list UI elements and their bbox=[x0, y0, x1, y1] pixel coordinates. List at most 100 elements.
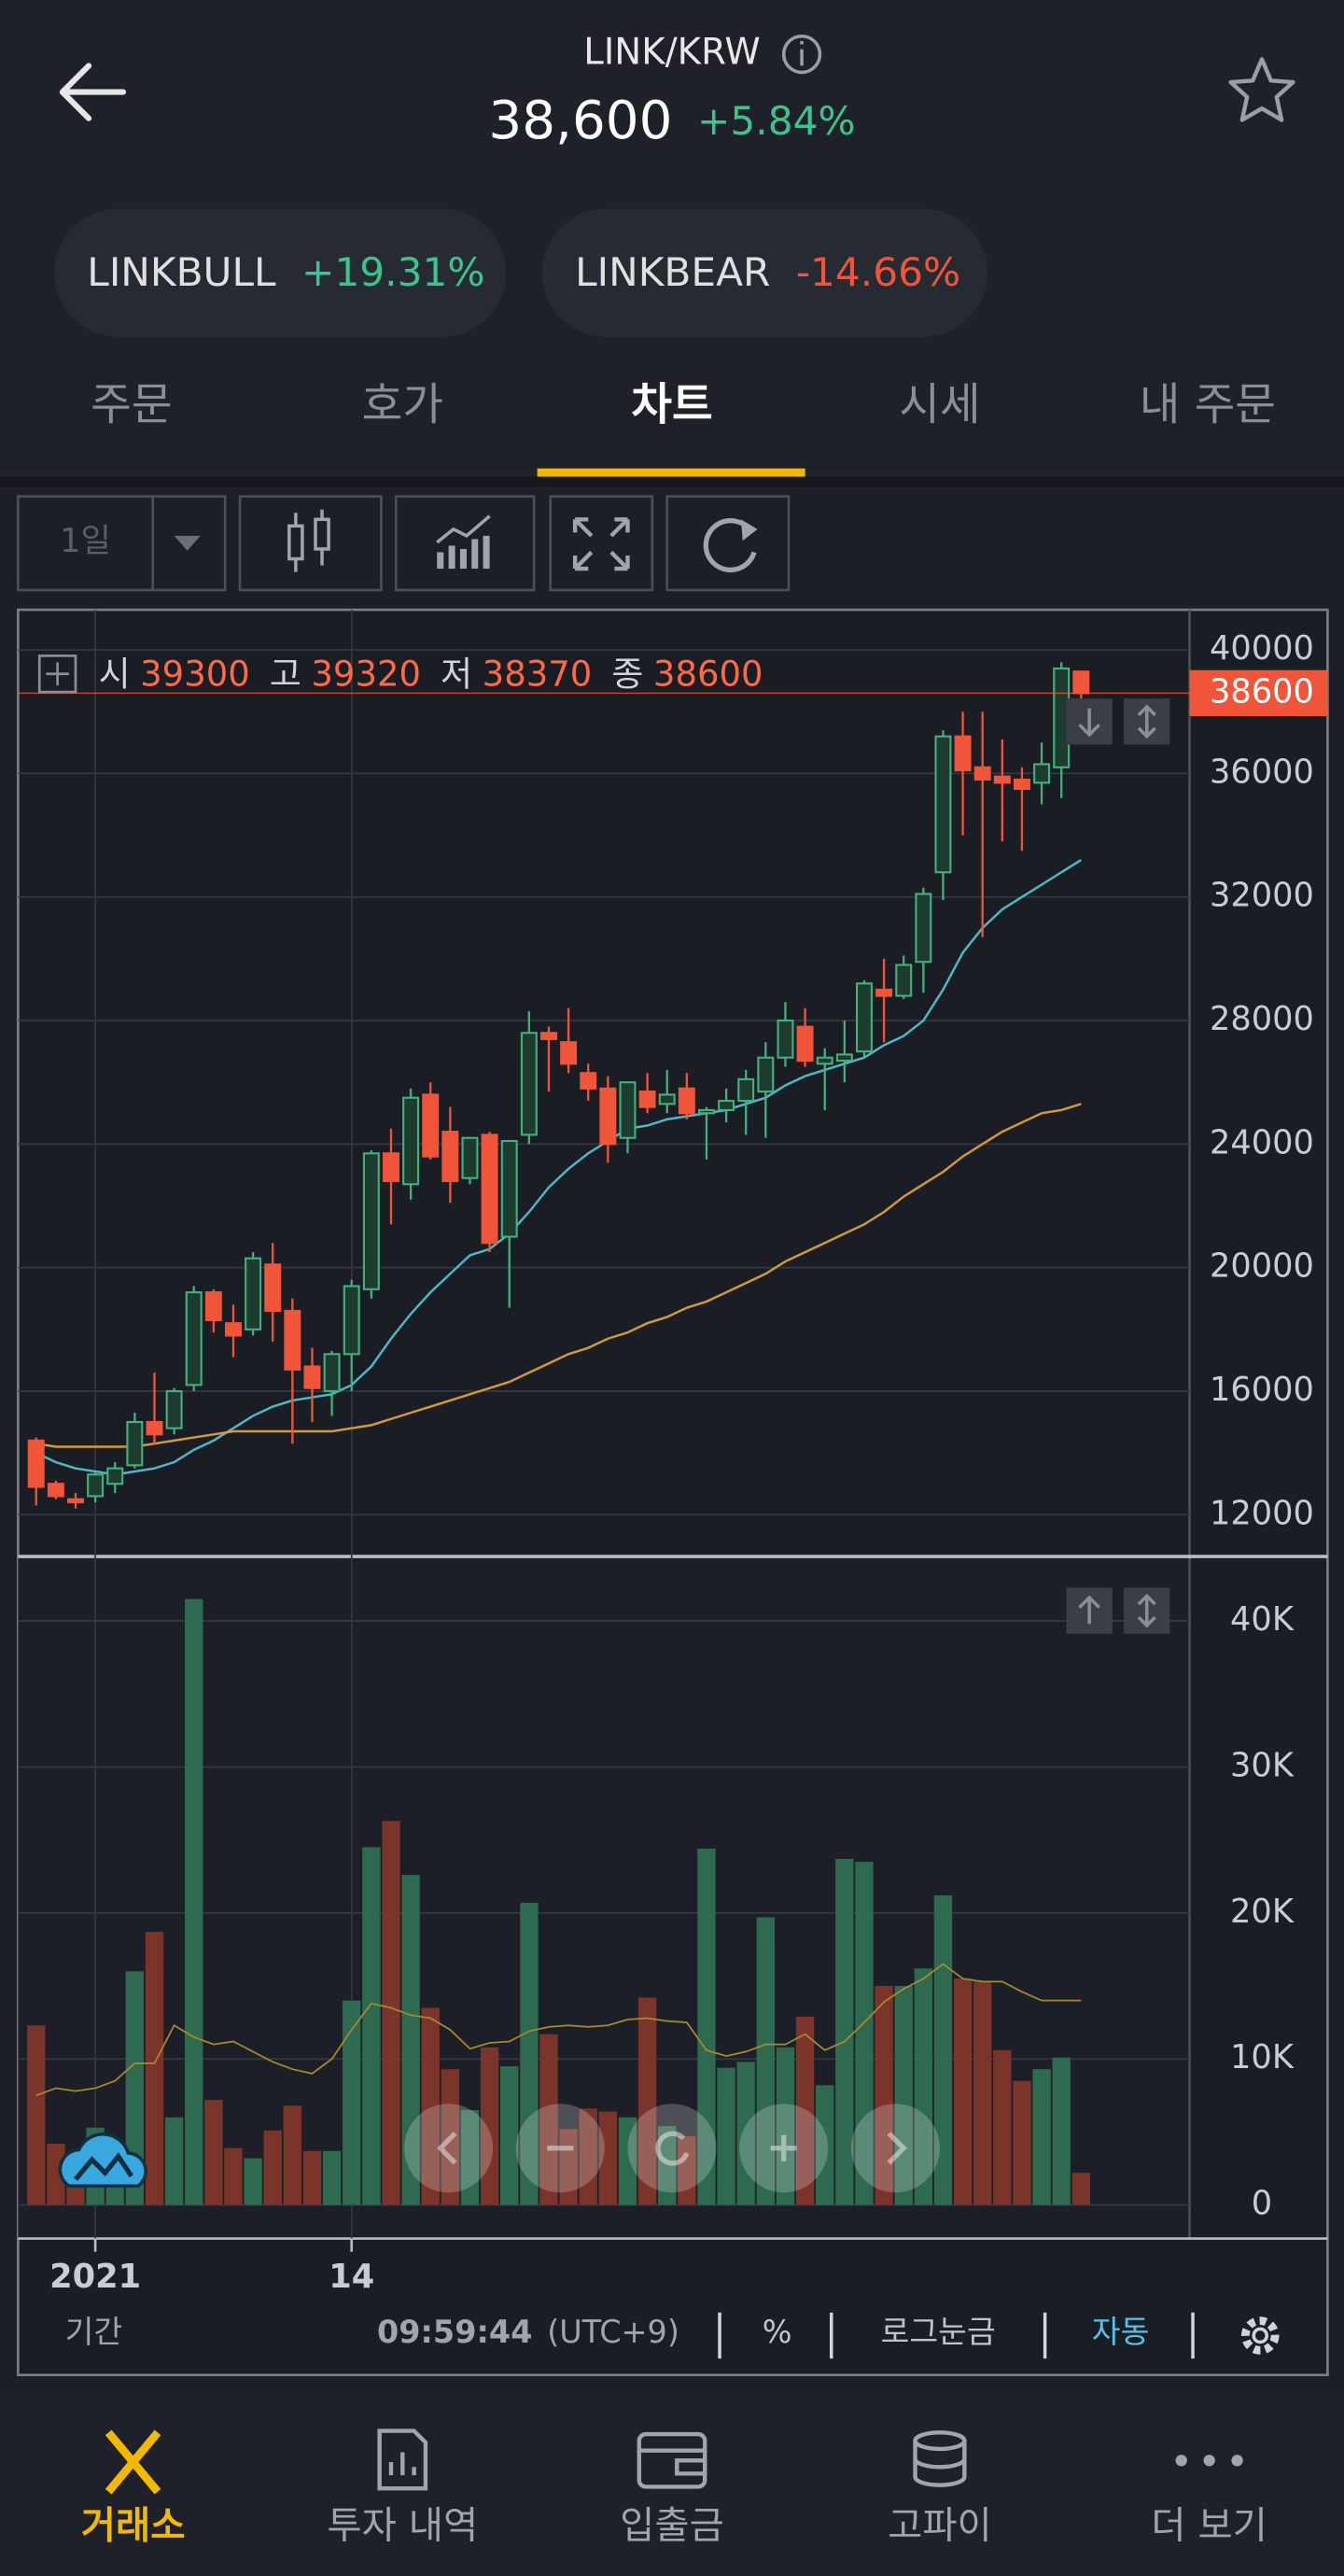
candle-body bbox=[67, 1498, 84, 1504]
chip-bull[interactable] bbox=[54, 208, 507, 337]
candle-body bbox=[422, 1093, 440, 1158]
last-price-tag bbox=[1189, 669, 1328, 717]
candle-body bbox=[520, 1032, 538, 1136]
volume-bar bbox=[816, 2085, 834, 2205]
chart-controls[interactable] bbox=[404, 2104, 940, 2193]
volume-bar bbox=[953, 1978, 973, 2205]
nav-item[interactable]: 입출금 bbox=[620, 2502, 724, 2547]
volume-bar bbox=[855, 1862, 874, 2205]
moving-average bbox=[35, 858, 1082, 1476]
ohlc-value: 39300 bbox=[140, 654, 250, 694]
chart-type-button[interactable] bbox=[238, 495, 383, 592]
volume-bar bbox=[658, 2126, 677, 2205]
volume-bar bbox=[401, 1875, 420, 2205]
tab[interactable]: 주문 bbox=[91, 380, 172, 431]
candle-body bbox=[165, 1389, 183, 1429]
back-button[interactable] bbox=[59, 63, 127, 121]
candle-body bbox=[87, 1473, 105, 1498]
volume-bar bbox=[736, 2062, 755, 2205]
tab-underline bbox=[537, 468, 805, 477]
candle-body bbox=[619, 1081, 637, 1139]
candle-body bbox=[718, 1099, 735, 1112]
volume-bar bbox=[27, 2025, 46, 2205]
candle-body bbox=[757, 1056, 775, 1093]
chart-control-icons bbox=[437, 2131, 907, 2166]
chip-name: LINKBULL bbox=[87, 248, 276, 294]
log-toggle[interactable]: 로그눈금 bbox=[881, 2314, 996, 2350]
volume-bar bbox=[145, 1932, 164, 2205]
candle-body bbox=[678, 1087, 695, 1115]
candle-body bbox=[284, 1309, 301, 1371]
nav-icon-exchange bbox=[105, 2429, 161, 2495]
volume-bar bbox=[382, 1821, 400, 2205]
cloud-logo bbox=[58, 2133, 147, 2189]
candle-body bbox=[993, 775, 1011, 784]
candle-body bbox=[737, 1077, 755, 1103]
candle-body bbox=[638, 1091, 656, 1108]
y-tick-label: 40K bbox=[1230, 1600, 1295, 1639]
tab[interactable]: 호가 bbox=[362, 380, 443, 431]
volume-bar bbox=[598, 2111, 618, 2205]
indicator-button[interactable] bbox=[394, 495, 536, 592]
candle-body bbox=[1033, 763, 1051, 784]
volume-bar bbox=[875, 1986, 893, 2205]
x-tick-label: 14 bbox=[329, 2258, 374, 2296]
ohlc-label: 저 bbox=[441, 654, 472, 694]
candle-body bbox=[382, 1152, 399, 1183]
volume-bar bbox=[343, 2000, 361, 2205]
favorite-star[interactable] bbox=[1228, 57, 1295, 122]
tab[interactable]: 시세 bbox=[899, 380, 980, 431]
moving-average bbox=[35, 1103, 1082, 1448]
volume-bar bbox=[835, 1858, 854, 2205]
candle-body bbox=[27, 1439, 45, 1488]
volume-bar bbox=[637, 1997, 657, 2205]
volume-bar bbox=[579, 2108, 597, 2205]
tab-active[interactable]: 차트 bbox=[631, 380, 712, 431]
candle-body bbox=[1072, 670, 1090, 695]
volume-bar bbox=[717, 2067, 735, 2205]
y-tick-label: 20000 bbox=[1210, 1247, 1314, 1286]
ohlc-value: 38370 bbox=[483, 654, 593, 694]
refresh-button[interactable] bbox=[665, 495, 791, 592]
volume-bar bbox=[993, 2049, 1012, 2205]
volume-bar bbox=[1071, 2173, 1091, 2205]
nav-item[interactable]: 투자 내역 bbox=[327, 2502, 478, 2547]
price-line: 38,600 +5.84% bbox=[488, 91, 855, 151]
fullscreen-button[interactable] bbox=[549, 495, 654, 592]
volume-bar bbox=[244, 2158, 262, 2205]
legend-toggle[interactable] bbox=[37, 655, 77, 694]
nav-item-active[interactable]: 거래소 bbox=[81, 2502, 186, 2547]
ohlc-label: 고 bbox=[270, 654, 301, 694]
x-tick-label: 2021 bbox=[49, 2258, 141, 2296]
plot: 12000 16000 20000 24000 28000 32000 36000 40000… bbox=[18, 610, 1328, 2296]
candle-body bbox=[915, 893, 932, 964]
candle-body bbox=[796, 1025, 814, 1063]
settings-icon[interactable] bbox=[1240, 2316, 1280, 2355]
info-icon[interactable] bbox=[781, 34, 822, 75]
volume-bar bbox=[539, 2034, 558, 2205]
percent-toggle[interactable]: % bbox=[763, 2314, 792, 2350]
volume-bar bbox=[460, 2109, 480, 2205]
clock: 09:59:44 bbox=[377, 2314, 532, 2350]
candle-body bbox=[303, 1365, 321, 1389]
chip-bear[interactable] bbox=[541, 208, 987, 337]
candle-body bbox=[481, 1133, 498, 1245]
refresh-icon bbox=[703, 518, 758, 573]
volume-bar bbox=[204, 2100, 223, 2205]
pane-button-icons bbox=[1078, 704, 1156, 1628]
period-dropdown[interactable] bbox=[151, 495, 227, 592]
chip-name: LINKBEAR bbox=[575, 248, 770, 294]
period-text[interactable]: 기간 bbox=[65, 2314, 123, 2350]
candle-body bbox=[875, 988, 893, 997]
y-tick-label: 16000 bbox=[1210, 1371, 1314, 1409]
nav-item[interactable]: 더 보기 bbox=[1151, 2502, 1267, 2547]
tab[interactable]: 내 주문 bbox=[1140, 380, 1276, 431]
auto-toggle[interactable]: 자동 bbox=[1092, 2314, 1150, 2350]
nav-item[interactable]: 고파이 bbox=[888, 2502, 992, 2547]
candle-body bbox=[1013, 778, 1030, 791]
volume-bar bbox=[776, 2047, 795, 2205]
chip-change: -14.66% bbox=[796, 248, 960, 294]
nav-icons bbox=[377, 2428, 967, 2491]
ohlc-value: 39320 bbox=[311, 654, 421, 694]
